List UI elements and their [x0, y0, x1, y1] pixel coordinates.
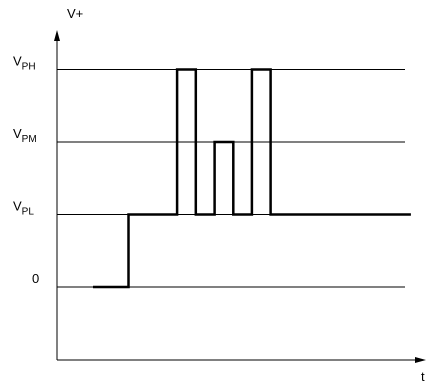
level-labels: VPH VPM VPL 0 [13, 54, 39, 287]
level-lines [57, 69, 405, 288]
level-label-vpm-subscript: PM [22, 134, 37, 145]
level-label-vpm: VPM [13, 126, 37, 145]
y-axis-label: V+ [67, 6, 83, 21]
level-label-vpl: VPL [13, 199, 34, 218]
x-axis-label: t [421, 369, 425, 384]
level-label-vph: VPH [13, 54, 36, 73]
x-axis-arrow-icon [415, 357, 426, 363]
y-axis-arrow-icon [54, 30, 60, 41]
level-label-zero: 0 [32, 271, 39, 286]
level-label-vpl-subscript: PL [22, 207, 35, 218]
voltage-waveform [93, 68, 411, 289]
level-label-vph-subscript: PH [22, 62, 36, 73]
